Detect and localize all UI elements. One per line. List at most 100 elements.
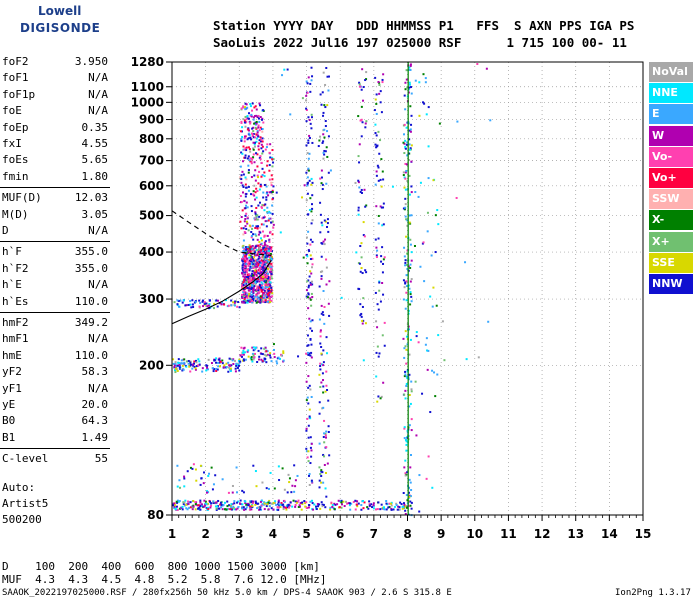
echo-point [404, 282, 407, 285]
echo-point [422, 101, 425, 104]
echo-point [407, 91, 410, 94]
echo-point [408, 405, 411, 408]
echo-point [264, 278, 267, 281]
echo-point [405, 335, 408, 338]
echo-point [245, 260, 248, 263]
echo-point [257, 506, 260, 509]
echo-point [270, 286, 273, 289]
echo-point [355, 251, 358, 254]
echo-point [244, 275, 247, 278]
echo-point [264, 346, 267, 349]
echo-point [261, 294, 264, 297]
echo-point [269, 471, 272, 474]
echo-point [380, 395, 383, 398]
echo-point [199, 301, 202, 304]
echo-point [240, 151, 243, 154]
echo-point [282, 503, 285, 506]
echo-point [408, 81, 411, 84]
param-label: yF2 [2, 365, 22, 379]
echo-point [268, 354, 271, 357]
echo-point [244, 279, 247, 282]
echo-point [197, 358, 200, 361]
echo-point [250, 286, 253, 289]
echo-point [263, 296, 266, 299]
echo-point [257, 244, 260, 247]
echo-point [346, 502, 349, 505]
echo-point [195, 365, 198, 368]
echo-point [202, 482, 205, 485]
echo-point [374, 238, 377, 241]
echo-point [365, 271, 368, 274]
echo-point [309, 238, 312, 241]
echo-point [426, 211, 429, 214]
echo-point [260, 275, 263, 278]
echo-point [354, 499, 357, 502]
echo-point [310, 442, 313, 445]
echo-point [376, 249, 379, 252]
echo-point [263, 501, 266, 504]
echo-point [308, 352, 311, 355]
echo-point [191, 467, 194, 470]
echo-point [242, 353, 245, 356]
echo-point [357, 502, 360, 505]
echo-point [254, 348, 257, 351]
echo-point [325, 370, 328, 373]
echo-point [270, 264, 273, 267]
echo-point [301, 501, 304, 504]
echo-point [293, 490, 296, 493]
echo-point [381, 78, 384, 81]
echo-point [183, 475, 186, 478]
echo-point [377, 308, 380, 311]
echo-point [308, 504, 311, 507]
echo-point [407, 491, 410, 494]
echo-point [325, 182, 328, 185]
param-row: B0 64.3 [2, 414, 108, 430]
echo-point [260, 237, 263, 240]
echo-point [215, 361, 218, 364]
echo-point [247, 262, 250, 265]
echo-point [309, 388, 312, 391]
echo-point [257, 272, 260, 275]
echo-point [403, 142, 406, 145]
echo-point [259, 126, 262, 129]
echo-point [264, 245, 267, 248]
echo-point [268, 282, 271, 285]
echo-point [320, 277, 323, 280]
echo-point [319, 201, 322, 204]
echo-point [324, 220, 327, 223]
echo-point [404, 108, 407, 111]
echo-point [375, 351, 378, 354]
echo-point [242, 300, 245, 303]
echo-point [189, 501, 192, 504]
param-label: foF1 [2, 71, 29, 85]
echo-point [283, 68, 286, 71]
echo-point [368, 504, 371, 507]
echo-point [233, 500, 236, 503]
echo-point [249, 265, 252, 268]
echo-point [254, 245, 257, 248]
echo-point [408, 394, 411, 397]
echo-point [245, 271, 248, 274]
echo-point [194, 368, 197, 371]
echo-point [327, 230, 330, 233]
echo-point [282, 350, 285, 353]
echo-point [308, 134, 311, 137]
echo-point [316, 502, 319, 505]
echo-point [377, 222, 380, 225]
echo-point [311, 283, 314, 286]
echo-point [252, 274, 255, 277]
echo-point [267, 252, 270, 255]
echo-point [255, 248, 258, 251]
echo-point [245, 121, 248, 124]
echo-point [243, 264, 246, 267]
echo-point [405, 362, 408, 365]
echo-point [262, 254, 265, 257]
echo-point [421, 242, 424, 245]
echo-point [263, 266, 266, 269]
echo-point [257, 257, 260, 260]
echo-point [221, 478, 224, 481]
echo-point [379, 508, 382, 511]
echo-point [410, 214, 413, 217]
echo-point [201, 370, 204, 373]
echo-point [426, 349, 429, 352]
